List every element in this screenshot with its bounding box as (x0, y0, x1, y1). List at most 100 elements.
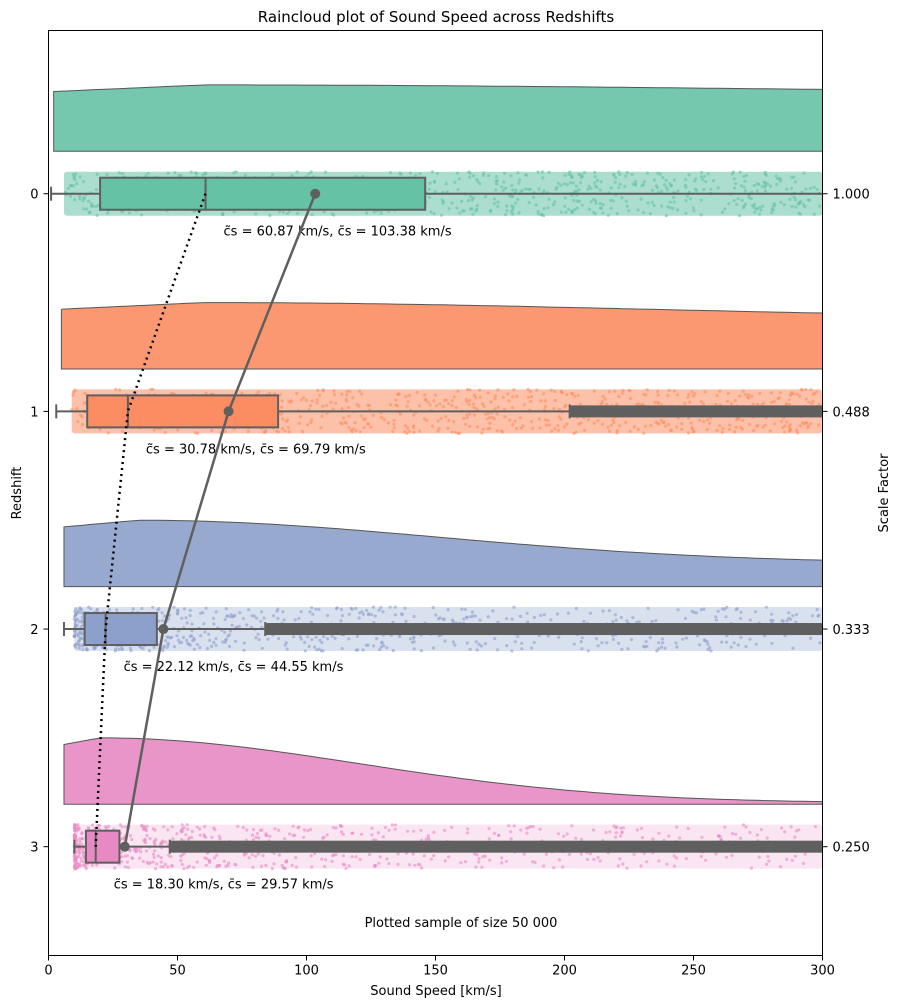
rain-point (71, 184, 75, 188)
rain-point (524, 187, 528, 191)
rain-point (331, 854, 335, 858)
rain-point (615, 825, 619, 829)
rain-point (180, 829, 184, 834)
rain-point (735, 418, 739, 422)
rain-point (703, 390, 707, 394)
rain-point (726, 391, 731, 395)
rain-point (114, 387, 118, 392)
rain-point (497, 833, 501, 837)
rain-point (485, 417, 489, 421)
rain-point (71, 393, 75, 397)
rain-point (226, 863, 230, 868)
rain-point (748, 618, 752, 622)
rain-point (280, 426, 285, 430)
rain-point (250, 614, 254, 618)
rain-point (625, 171, 629, 175)
rain-point (309, 420, 313, 424)
rain-point (425, 418, 429, 422)
rain-point (668, 200, 672, 204)
rain-point (347, 425, 351, 429)
rain-point (120, 860, 124, 864)
rain-point (260, 610, 264, 614)
rain-point (795, 392, 799, 396)
rain-point (361, 648, 365, 652)
rain-point (702, 187, 706, 192)
rain-point (290, 863, 294, 868)
rain-point (773, 422, 777, 426)
rain-point (662, 183, 667, 187)
rain-point (757, 212, 762, 216)
rain-point (510, 617, 514, 621)
rain-point (557, 858, 562, 862)
rain-point (680, 427, 684, 431)
rain-point (468, 398, 472, 403)
rain-point (774, 174, 778, 178)
rain-point (303, 649, 307, 653)
rain-point (182, 867, 186, 871)
rain-point (208, 860, 212, 865)
rain-point (818, 641, 822, 645)
rain-point (418, 429, 422, 433)
rain-point (727, 202, 731, 206)
rain-point (400, 613, 404, 617)
rain-point (367, 612, 371, 616)
rain-point (373, 863, 377, 868)
rain-point (496, 648, 500, 652)
rain-point (720, 210, 725, 214)
rain-point (817, 423, 821, 427)
rain-point (180, 853, 184, 857)
rain-point (503, 415, 507, 419)
rain-point (167, 853, 171, 857)
rain-point (358, 857, 362, 862)
rain-point (636, 208, 640, 212)
y-axis-left: 0 1 2 3 (30, 188, 49, 856)
rain-point (306, 635, 310, 639)
rain-point (756, 423, 760, 427)
rain-point (271, 173, 275, 177)
rain-point (376, 831, 380, 835)
rain-point (182, 607, 187, 611)
rain-point (282, 618, 286, 622)
rain-point (690, 426, 694, 430)
rain-point (804, 420, 809, 425)
rain-point (542, 391, 546, 396)
rain-point (724, 640, 729, 644)
rain-point (113, 866, 117, 870)
rain-point (185, 823, 189, 827)
rain-point (308, 404, 313, 408)
rain-point (289, 399, 293, 403)
rain-point (564, 210, 568, 214)
rain-point (456, 389, 460, 393)
rain-point (617, 186, 621, 190)
rain-point (593, 184, 598, 188)
rain-point (433, 393, 438, 397)
rain-point (87, 605, 91, 609)
rain-point (759, 828, 764, 832)
rain-point (562, 425, 567, 429)
rain-point (78, 194, 82, 198)
rain-point (439, 213, 444, 217)
rain-point (549, 618, 553, 622)
rain-point (242, 648, 246, 652)
rain-point (588, 611, 593, 615)
rain-point (188, 608, 192, 613)
rain-point (233, 639, 238, 644)
rain-point (465, 641, 469, 645)
rain-point (519, 828, 523, 832)
rain-point (592, 421, 596, 425)
rain-point (323, 864, 327, 869)
rain-point (250, 833, 255, 837)
rain-point (690, 609, 694, 614)
y-tick-label: 0 (30, 188, 38, 203)
rain-point (350, 831, 354, 835)
rain-point (389, 403, 393, 407)
rain-point (492, 197, 497, 201)
rain-point (504, 859, 509, 863)
rain-point (372, 644, 376, 648)
rain-point (76, 823, 80, 827)
rain-point (549, 429, 554, 433)
rain-point (351, 396, 355, 400)
rain-point (366, 422, 370, 426)
rain-point (94, 187, 98, 192)
rain-point (642, 431, 646, 435)
